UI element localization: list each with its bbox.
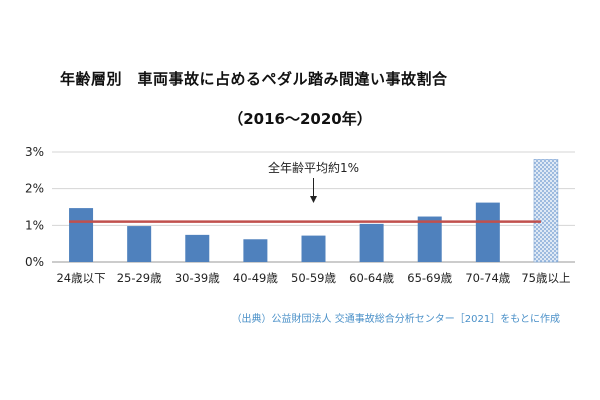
x-tick-label: 65-69歳 [407, 271, 452, 285]
bar [417, 216, 442, 262]
y-tick-label: 3% [25, 145, 44, 159]
y-tick-label: 1% [25, 218, 44, 232]
average-annotation: 全年齢平均約1% [268, 160, 359, 175]
bar-layer [69, 159, 559, 263]
bar [533, 159, 559, 263]
y-tick-label: 0% [25, 255, 44, 269]
bar [301, 235, 326, 262]
annotation-arrow-head [310, 196, 317, 203]
bar [243, 239, 268, 262]
bar [185, 234, 210, 262]
y-tick-label: 2% [25, 182, 44, 196]
x-tick-label: 50-59歳 [291, 271, 336, 285]
bar [69, 208, 94, 262]
x-tick-label: 70-74歳 [465, 271, 510, 285]
bar [127, 226, 152, 262]
chart-subtitle: （2016～2020年） [228, 110, 372, 128]
x-tick-label: 75歳以上 [521, 271, 570, 285]
chart-title: 年齢層別 車両事故に占めるペダル踏み間違い事故割合 [60, 70, 448, 88]
x-tick-label: 60-64歳 [349, 271, 394, 285]
x-tick-label: 25-29歳 [117, 271, 162, 285]
bar [475, 202, 500, 262]
source-note: （出典）公益財団法人 交通事故総合分析センター［2021］をもとに作成 [231, 314, 560, 325]
x-tick-label: 30-39歳 [175, 271, 220, 285]
x-tick-label: 24歳以下 [56, 271, 105, 285]
x-tick-label: 40-49歳 [233, 271, 278, 285]
label-layer: 0% 1% 2% 3% 24歳以下 25-29歳 30-39歳 40-49歳 50-59歳 60-… [25, 145, 571, 285]
bar [359, 223, 384, 262]
